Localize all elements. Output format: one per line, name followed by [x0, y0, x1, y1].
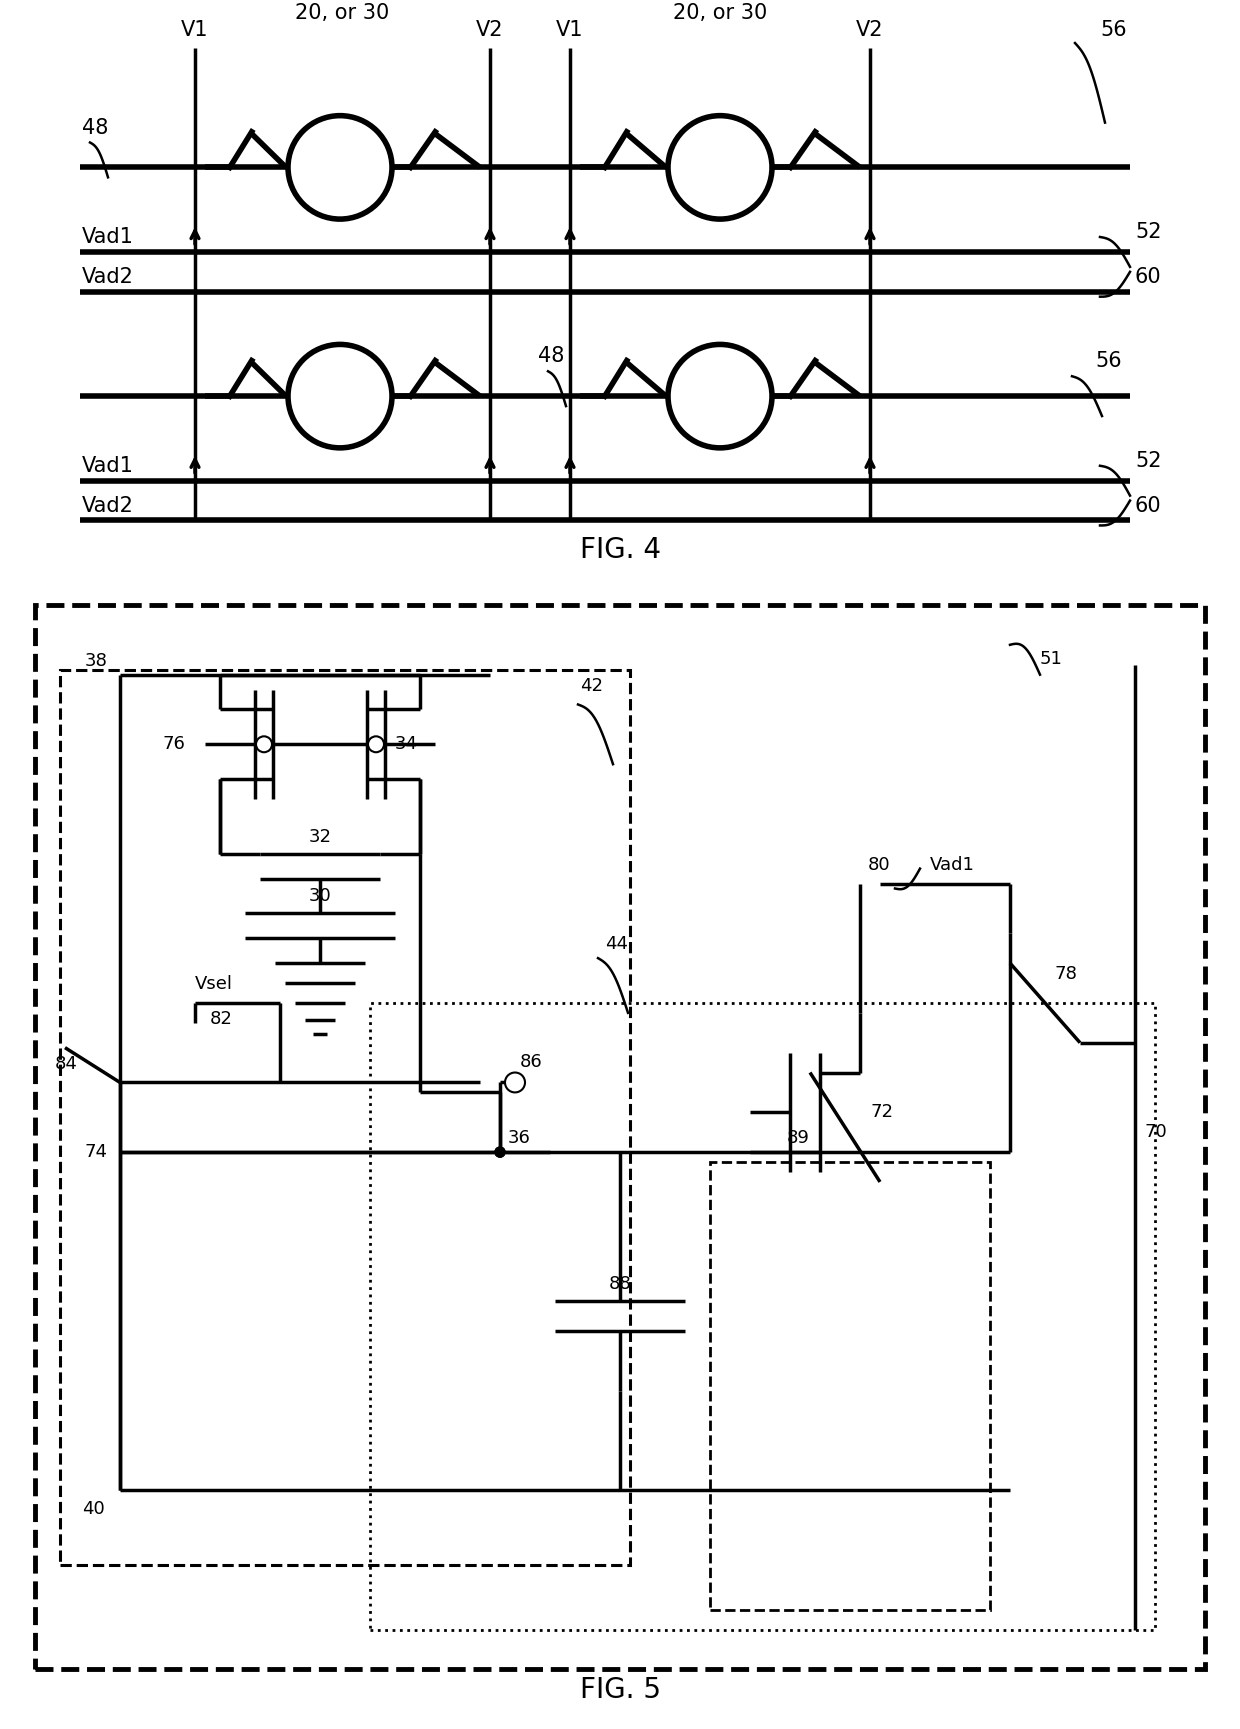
Circle shape: [288, 116, 392, 220]
Circle shape: [288, 344, 392, 448]
Text: FIG. 5: FIG. 5: [579, 1675, 661, 1705]
Circle shape: [668, 344, 773, 448]
Circle shape: [368, 737, 384, 752]
Text: Vad1: Vad1: [82, 456, 134, 475]
Text: 72: 72: [870, 1103, 893, 1122]
Text: 80: 80: [867, 856, 890, 873]
Text: 36: 36: [508, 1129, 531, 1146]
Text: Vad2: Vad2: [82, 266, 134, 287]
Circle shape: [505, 1072, 525, 1093]
Text: 84: 84: [55, 1055, 78, 1072]
Text: 56: 56: [1100, 21, 1127, 40]
Text: 82: 82: [210, 1010, 233, 1027]
Bar: [35, 605, 1205, 1668]
Text: Vsel: Vsel: [195, 975, 233, 992]
Text: FIG. 4: FIG. 4: [579, 536, 661, 564]
Text: 60: 60: [1135, 496, 1162, 515]
Text: 56: 56: [1095, 351, 1122, 372]
Text: 20, or 30: 20, or 30: [673, 3, 768, 22]
Text: 52: 52: [1135, 451, 1162, 470]
Text: V1: V1: [181, 21, 208, 40]
Text: V2: V2: [476, 21, 503, 40]
Text: Vad1: Vad1: [930, 856, 975, 873]
Text: 86: 86: [520, 1053, 543, 1070]
Text: 88: 88: [609, 1276, 631, 1293]
Text: Vad1: Vad1: [82, 226, 134, 247]
Text: 52: 52: [1135, 221, 1162, 242]
Text: 51: 51: [1040, 650, 1063, 667]
Text: 48: 48: [82, 118, 108, 138]
Bar: [370, 1003, 1154, 1629]
Text: Vad2: Vad2: [82, 496, 134, 515]
Text: 34: 34: [396, 735, 418, 754]
Text: 30: 30: [309, 887, 331, 906]
Text: 70: 70: [1145, 1124, 1168, 1141]
Text: V2: V2: [857, 21, 884, 40]
Text: 60: 60: [1135, 266, 1162, 287]
Bar: [711, 1162, 990, 1610]
Circle shape: [668, 116, 773, 220]
Text: 42: 42: [580, 676, 603, 695]
Text: V1: V1: [557, 21, 584, 40]
Text: 74: 74: [86, 1143, 108, 1162]
Text: 44: 44: [605, 935, 627, 953]
Text: 32: 32: [309, 828, 331, 845]
Text: 40: 40: [82, 1501, 104, 1518]
Text: 78: 78: [1055, 965, 1078, 984]
Text: 76: 76: [162, 735, 185, 754]
Text: 89: 89: [787, 1129, 810, 1146]
Circle shape: [495, 1146, 505, 1157]
Circle shape: [495, 1146, 505, 1157]
Bar: [60, 669, 630, 1565]
Circle shape: [255, 737, 272, 752]
Text: 20, or 30: 20, or 30: [295, 3, 389, 22]
Text: 38: 38: [86, 652, 108, 669]
Text: 48: 48: [538, 346, 564, 367]
